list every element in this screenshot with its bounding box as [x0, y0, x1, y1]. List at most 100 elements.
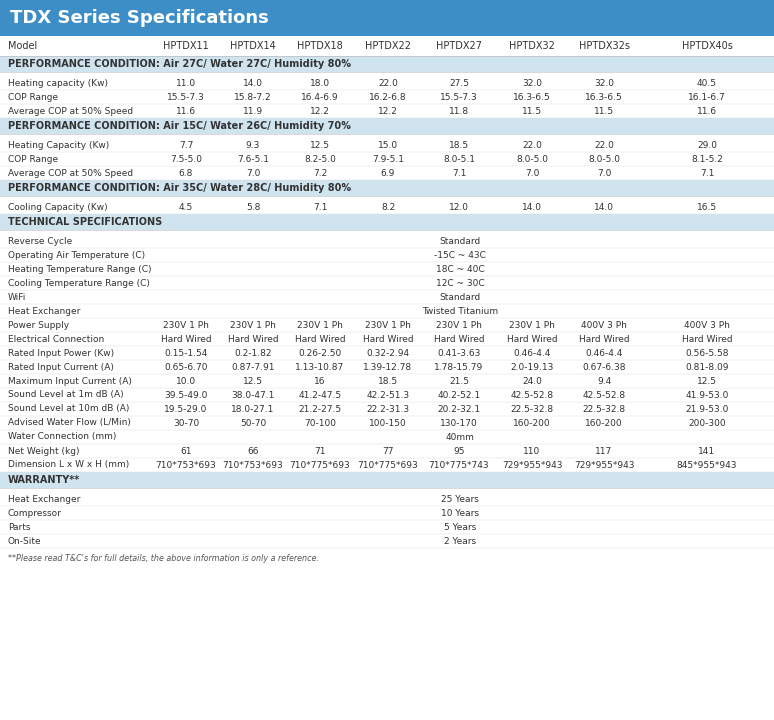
Text: Cooling Capacity (Kw): Cooling Capacity (Kw) — [8, 202, 108, 212]
Text: 40.2-52.1: 40.2-52.1 — [437, 390, 481, 400]
Text: 15.8-7.2: 15.8-7.2 — [235, 92, 272, 102]
Text: 32.0: 32.0 — [594, 78, 614, 88]
Text: Heating capacity (Kw): Heating capacity (Kw) — [8, 78, 108, 88]
Text: 95: 95 — [454, 446, 464, 456]
Text: 12.5: 12.5 — [243, 377, 263, 385]
Text: 42.5-52.8: 42.5-52.8 — [510, 390, 553, 400]
Text: 77: 77 — [382, 446, 394, 456]
Text: 12.5: 12.5 — [697, 377, 717, 385]
Text: 70-100: 70-100 — [304, 418, 336, 428]
Text: Power Supply: Power Supply — [8, 320, 69, 330]
Text: 8.0-5.1: 8.0-5.1 — [443, 155, 475, 163]
Text: 12.0: 12.0 — [449, 202, 469, 212]
Text: 100-150: 100-150 — [369, 418, 407, 428]
Text: 42.2-51.3: 42.2-51.3 — [366, 390, 409, 400]
Text: 160-200: 160-200 — [513, 418, 551, 428]
Text: HPTDX22: HPTDX22 — [365, 41, 411, 51]
Text: 230V 1 Ph: 230V 1 Ph — [365, 320, 411, 330]
Text: 0.65-6.70: 0.65-6.70 — [164, 362, 207, 372]
Text: 15.0: 15.0 — [378, 140, 398, 150]
Text: 14.0: 14.0 — [243, 78, 263, 88]
Text: 0.32-2.94: 0.32-2.94 — [366, 348, 409, 358]
Text: Hard Wired: Hard Wired — [295, 335, 345, 343]
Text: Hard Wired: Hard Wired — [161, 335, 211, 343]
Text: PERFORMANCE CONDITION: Air 15C/ Water 26C/ Humidity 70%: PERFORMANCE CONDITION: Air 15C/ Water 26… — [8, 121, 351, 131]
Text: 141: 141 — [698, 446, 715, 456]
Text: 12C ~ 30C: 12C ~ 30C — [436, 279, 485, 287]
Text: Hard Wired: Hard Wired — [579, 335, 629, 343]
Text: 10 Years: 10 Years — [441, 508, 479, 518]
Text: 200-300: 200-300 — [688, 418, 726, 428]
Text: 7.9-5.1: 7.9-5.1 — [372, 155, 404, 163]
Text: 7.0: 7.0 — [597, 168, 611, 178]
Text: Standard: Standard — [440, 236, 481, 246]
Text: 1.39-12.78: 1.39-12.78 — [364, 362, 413, 372]
Text: 230V 1 Ph: 230V 1 Ph — [163, 320, 209, 330]
Text: 27.5: 27.5 — [449, 78, 469, 88]
Text: 0.87-7.91: 0.87-7.91 — [231, 362, 275, 372]
Text: 50-70: 50-70 — [240, 418, 266, 428]
Text: Hard Wired: Hard Wired — [363, 335, 413, 343]
Text: 6.8: 6.8 — [179, 168, 194, 178]
Text: 22.0: 22.0 — [594, 140, 614, 150]
Text: 230V 1 Ph: 230V 1 Ph — [509, 320, 555, 330]
Text: 2.0-19.13: 2.0-19.13 — [510, 362, 553, 372]
Text: Sound Level at 1m dB (A): Sound Level at 1m dB (A) — [8, 390, 124, 400]
Text: 18.0: 18.0 — [310, 78, 330, 88]
Text: 30-70: 30-70 — [173, 418, 199, 428]
Text: 16: 16 — [314, 377, 326, 385]
Text: 12.5: 12.5 — [310, 140, 330, 150]
Text: 18C ~ 40C: 18C ~ 40C — [436, 264, 485, 274]
Text: HPTDX40s: HPTDX40s — [682, 41, 732, 51]
Text: 117: 117 — [595, 446, 613, 456]
Text: 12.2: 12.2 — [310, 107, 330, 115]
Text: 7.1: 7.1 — [452, 168, 466, 178]
Text: 16.5: 16.5 — [697, 202, 717, 212]
Text: Rated Input Power (Kw): Rated Input Power (Kw) — [8, 348, 114, 358]
Text: Compressor: Compressor — [8, 508, 62, 518]
Text: 14.0: 14.0 — [522, 202, 542, 212]
Text: 20.2-32.1: 20.2-32.1 — [437, 405, 481, 413]
Text: 9.4: 9.4 — [597, 377, 611, 385]
Text: 2 Years: 2 Years — [444, 536, 476, 546]
Text: 0.67-6.38: 0.67-6.38 — [582, 362, 625, 372]
Text: 9.3: 9.3 — [246, 140, 260, 150]
Text: 22.0: 22.0 — [522, 140, 542, 150]
Text: 39.5-49.0: 39.5-49.0 — [164, 390, 207, 400]
Bar — [0, 0, 774, 36]
Text: 16.3-6.5: 16.3-6.5 — [585, 92, 623, 102]
Text: 400V 3 Ph: 400V 3 Ph — [684, 320, 730, 330]
Text: 710*775*693: 710*775*693 — [358, 461, 419, 469]
Text: 7.1: 7.1 — [700, 168, 714, 178]
Text: Cooling Temperature Range (C): Cooling Temperature Range (C) — [8, 279, 150, 287]
Text: 66: 66 — [247, 446, 259, 456]
Text: Hard Wired: Hard Wired — [507, 335, 557, 343]
Text: 729*955*943: 729*955*943 — [574, 461, 634, 469]
Text: COP Range: COP Range — [8, 92, 58, 102]
Text: -15C ~ 43C: -15C ~ 43C — [434, 251, 486, 259]
Bar — [0, 214, 774, 230]
Text: 15.5-7.3: 15.5-7.3 — [167, 92, 205, 102]
Text: 7.7: 7.7 — [179, 140, 194, 150]
Text: Average COP at 50% Speed: Average COP at 50% Speed — [8, 168, 133, 178]
Text: 8.0-5.0: 8.0-5.0 — [588, 155, 620, 163]
Text: 24.0: 24.0 — [522, 377, 542, 385]
Bar — [0, 180, 774, 196]
Text: 11.9: 11.9 — [243, 107, 263, 115]
Text: Dimension L x W x H (mm): Dimension L x W x H (mm) — [8, 461, 129, 469]
Text: 71: 71 — [314, 446, 326, 456]
Text: 8.2-5.0: 8.2-5.0 — [304, 155, 336, 163]
Text: Maximum Input Current (A): Maximum Input Current (A) — [8, 377, 132, 385]
Text: 230V 1 Ph: 230V 1 Ph — [230, 320, 276, 330]
Text: 16.3-6.5: 16.3-6.5 — [513, 92, 551, 102]
Text: 0.56-5.58: 0.56-5.58 — [685, 348, 729, 358]
Text: 7.5-5.0: 7.5-5.0 — [170, 155, 202, 163]
Text: Model: Model — [8, 41, 37, 51]
Text: PERFORMANCE CONDITION: Air 35C/ Water 28C/ Humidity 80%: PERFORMANCE CONDITION: Air 35C/ Water 28… — [8, 183, 351, 193]
Text: 41.2-47.5: 41.2-47.5 — [299, 390, 341, 400]
Text: 18.5: 18.5 — [378, 377, 398, 385]
Text: 7.0: 7.0 — [525, 168, 539, 178]
Text: Average COP at 50% Speed: Average COP at 50% Speed — [8, 107, 133, 115]
Text: 22.2-31.3: 22.2-31.3 — [366, 405, 409, 413]
Text: 130-170: 130-170 — [440, 418, 478, 428]
